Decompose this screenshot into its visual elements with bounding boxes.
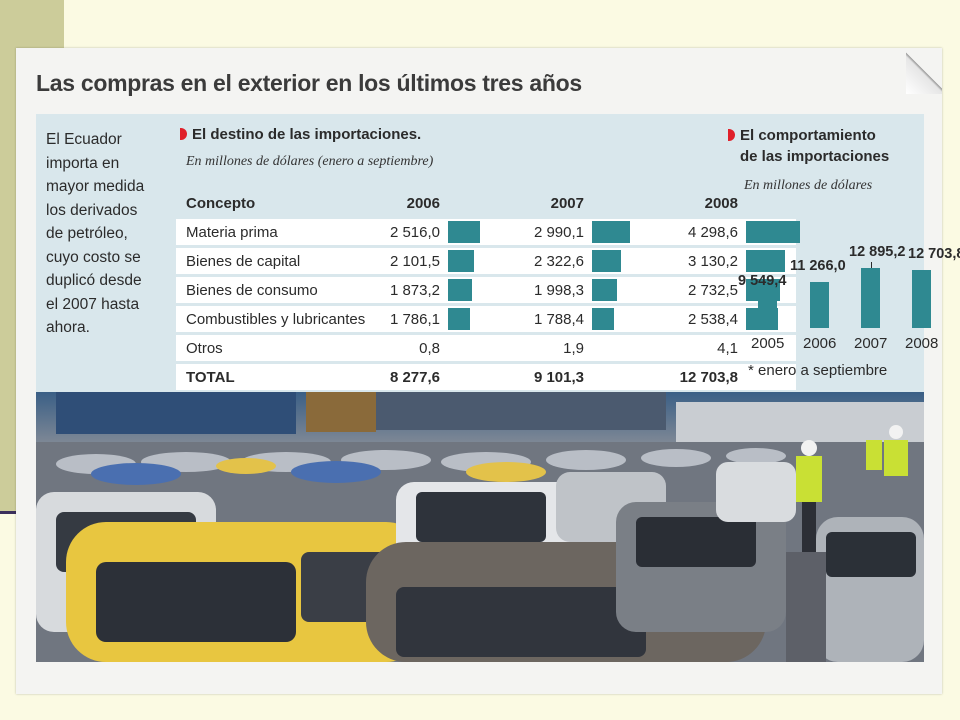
table-bar-2007 (592, 250, 621, 272)
destino-subtitle: En millones de dólares (enero a septiemb… (186, 154, 434, 169)
imports-table: Concepto 2006 2007 2008 Materia prima 2 5… (176, 187, 800, 393)
row-label: Bienes de consumo (176, 277, 372, 303)
value-2008: 4 298,6 (642, 219, 744, 245)
value-2006: 2 516,0 (372, 219, 446, 245)
infographic-panel: El Ecuador importa en mayor medida los d… (36, 114, 960, 393)
bar-cell-2007 (590, 306, 642, 332)
bar-cell-2008 (744, 335, 796, 361)
chart-year-label: 2008 (905, 335, 939, 352)
value-2007: 1 788,4 (498, 306, 590, 332)
bar-cell-2008 (744, 277, 796, 303)
comportamiento-title: El comportamiento de las importaciones (728, 125, 889, 167)
cars-illustration (36, 392, 924, 662)
value-2006: 1 873,2 (372, 277, 446, 303)
page-curl (906, 48, 942, 94)
header-2006: 2006 (406, 194, 440, 212)
table-row: Bienes de capital 2 101,5 2 322,6 3 130,2 (176, 248, 796, 274)
value-2007: 2 322,6 (498, 248, 590, 274)
destino-title: El destino de las importaciones. (180, 124, 421, 145)
bar-cell-2007 (590, 277, 642, 303)
table-row: Bienes de consumo 1 873,2 1 998,3 2 732,5 (176, 277, 796, 303)
table-bar-2008 (746, 250, 785, 272)
table-bar-2008 (746, 279, 780, 301)
red-marker-icon (728, 129, 735, 141)
chart-year-label: 2006 (803, 335, 837, 352)
headline: Las compras en el exterior en los último… (36, 70, 582, 96)
total-label: TOTAL (176, 364, 372, 390)
value-2008: 3 130,2 (642, 248, 744, 274)
table-row: Otros 0,8 1,9 4,1 (176, 335, 796, 361)
header-2007: 2007 (550, 194, 584, 212)
chart-bar-2008 (912, 269, 931, 328)
table-row: Materia prima 2 516,0 2 990,1 4 298,6 (176, 219, 800, 245)
table-bar-2007 (592, 279, 617, 301)
row-label: Combustibles y lubricantes (176, 306, 372, 332)
chart-callout-line (871, 262, 872, 268)
table-bar-2006 (448, 221, 480, 243)
chart-value-label: 11 266,0 (790, 258, 846, 275)
value-2008: 2 538,4 (642, 306, 744, 332)
row-label: Materia prima (176, 219, 372, 245)
chart-value-label: 12 703,8 (908, 245, 960, 262)
bar-cell-2006 (446, 248, 498, 274)
value-2008: 4,1 (642, 335, 744, 361)
bar-cell-2007 (590, 248, 642, 274)
row-label: Otros (176, 335, 372, 361)
comportamiento-subtitle: En millones de dólares (744, 178, 873, 193)
table-bar-2006 (448, 308, 470, 330)
bar-cell-2006 (446, 277, 498, 303)
value-2007: 1 998,3 (498, 277, 590, 303)
chart-value-label: 12 895,2 (849, 244, 906, 260)
slide-divider-line (0, 511, 16, 514)
total-2008: 12 703,8 (642, 364, 744, 390)
chart-value-label: 9 549,4 (738, 273, 787, 290)
table-bar-2006 (448, 250, 474, 272)
destino-title-text: El destino de las importaciones. (192, 126, 422, 143)
chart-year-label: 2005 (751, 335, 785, 352)
bar-cell-2006 (446, 219, 498, 245)
table-bar-2006 (448, 279, 472, 301)
footnote: * enero a septiembre (748, 362, 888, 379)
value-2008: 2 732,5 (642, 277, 744, 303)
table-total-row: TOTAL 8 277,6 9 101,3 12 703,8 (176, 364, 796, 390)
value-2006: 2 101,5 (372, 248, 446, 274)
chart-bar-2005 (758, 297, 777, 328)
bar-cell-2006 (446, 335, 498, 361)
value-2006: 0,8 (372, 335, 446, 361)
imports-bar-chart: El comportamiento de las importaciones E… (724, 114, 960, 392)
newspaper-clipping: Las compras en el exterior en los último… (16, 48, 960, 694)
table-bar-2007 (592, 308, 614, 330)
red-marker-icon (180, 128, 187, 140)
intro-text: El Ecuador importa en mayor medida los d… (46, 131, 145, 336)
comportamiento-title-line1: El comportamiento (740, 127, 876, 144)
value-2007: 1,9 (498, 335, 590, 361)
total-2006: 8 277,6 (372, 364, 446, 390)
row-label: Bienes de capital (176, 248, 372, 274)
bar-cell-2007 (590, 335, 642, 361)
chart-year-label: 2007 (854, 335, 888, 352)
table-bar-2007 (592, 221, 630, 243)
table-bar-2008 (746, 221, 800, 243)
comportamiento-title-line2: de las importaciones (740, 148, 890, 165)
bar-cell-2006 (446, 306, 498, 332)
bar-cell-2008 (744, 219, 800, 245)
chart-bar-2007 (861, 268, 880, 328)
table-row: Combustibles y lubricantes 1 786,1 1 788,4… (176, 306, 796, 332)
chart-bar-2006 (810, 282, 829, 328)
value-2006: 1 786,1 (372, 306, 446, 332)
total-2007: 9 101,3 (498, 364, 590, 390)
port-cars-photo (36, 392, 924, 662)
bar-cell-2008 (744, 248, 796, 274)
bar-cell-2007 (590, 219, 642, 245)
header-2008: 2008 (704, 194, 738, 212)
value-2007: 2 990,1 (498, 219, 590, 245)
header-concept: Concepto (186, 194, 256, 212)
table-header-row: Concepto 2006 2007 2008 (176, 190, 796, 216)
